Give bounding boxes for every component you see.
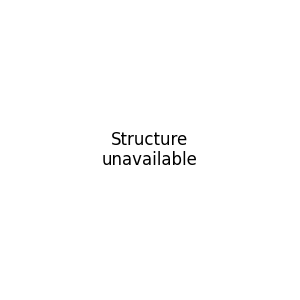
Text: Structure
unavailable: Structure unavailable: [102, 130, 198, 170]
